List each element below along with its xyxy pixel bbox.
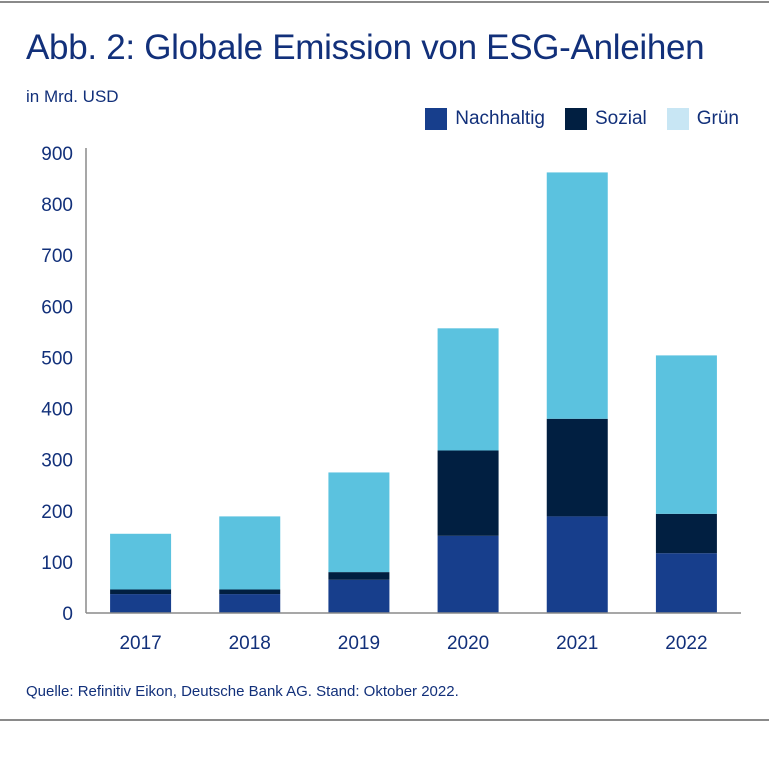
x-tick-label: 2022 <box>665 633 707 654</box>
y-tick-label: 0 <box>62 604 73 625</box>
bar-nachhaltig-2021 <box>546 516 608 613</box>
legend-label: Grün <box>696 108 739 129</box>
bar-gruen-2018 <box>219 516 281 590</box>
bar-nachhaltig-2019 <box>328 579 390 613</box>
bar-nachhaltig-2020 <box>437 535 499 613</box>
x-tick-label: 2020 <box>447 633 489 654</box>
x-tick-label: 2021 <box>556 633 598 654</box>
bar-gruen-2020 <box>437 328 499 451</box>
bar-gruen-2021 <box>546 172 608 419</box>
bar-sozial-2019 <box>328 572 390 580</box>
bar-gruen-2022 <box>655 355 717 514</box>
bar-gruen-2017 <box>110 533 172 590</box>
x-tick-label: 2018 <box>229 633 271 654</box>
y-tick-label: 400 <box>41 400 73 421</box>
bar-sozial-2022 <box>655 513 717 554</box>
x-tick-label: 2019 <box>338 633 380 654</box>
legend-swatch <box>425 108 448 130</box>
chart-title: Abb. 2: Globale Emission von ESG-Anleihe… <box>26 28 705 67</box>
legend-swatch <box>666 108 689 130</box>
bar-sozial-2018 <box>219 589 281 595</box>
legend-item-gruen: Grün <box>666 108 739 130</box>
legend: Nachhaltig Sozial Grün <box>425 108 739 130</box>
bottom-rule <box>0 719 769 721</box>
y-tick-label: 200 <box>41 502 73 523</box>
y-tick-label: 500 <box>41 348 73 369</box>
y-tick-label: 900 <box>41 144 73 165</box>
bar-nachhaltig-2022 <box>655 553 717 613</box>
legend-item-sozial: Sozial <box>565 108 647 130</box>
legend-item-nachhaltig: Nachhaltig <box>425 108 545 130</box>
source-note: Quelle: Refinitiv Eikon, Deutsche Bank A… <box>26 683 459 700</box>
y-tick-label: 800 <box>41 195 73 216</box>
bar-gruen-2019 <box>328 472 390 573</box>
x-tick-label: 2017 <box>119 633 161 654</box>
bar-nachhaltig-2018 <box>219 594 281 613</box>
bar-sozial-2021 <box>546 418 608 517</box>
y-tick-label: 100 <box>41 553 73 574</box>
top-rule <box>0 1 769 3</box>
bar-nachhaltig-2017 <box>110 594 172 613</box>
legend-label: Sozial <box>595 108 647 129</box>
legend-swatch <box>565 108 587 130</box>
y-tick-label: 600 <box>41 297 73 318</box>
legend-label: Nachhaltig <box>455 108 545 129</box>
y-tick-label: 300 <box>41 451 73 472</box>
unit-label: in Mrd. USD <box>26 87 119 106</box>
bar-sozial-2017 <box>110 589 172 595</box>
bar-sozial-2020 <box>437 450 499 536</box>
y-tick-label: 700 <box>41 246 73 267</box>
